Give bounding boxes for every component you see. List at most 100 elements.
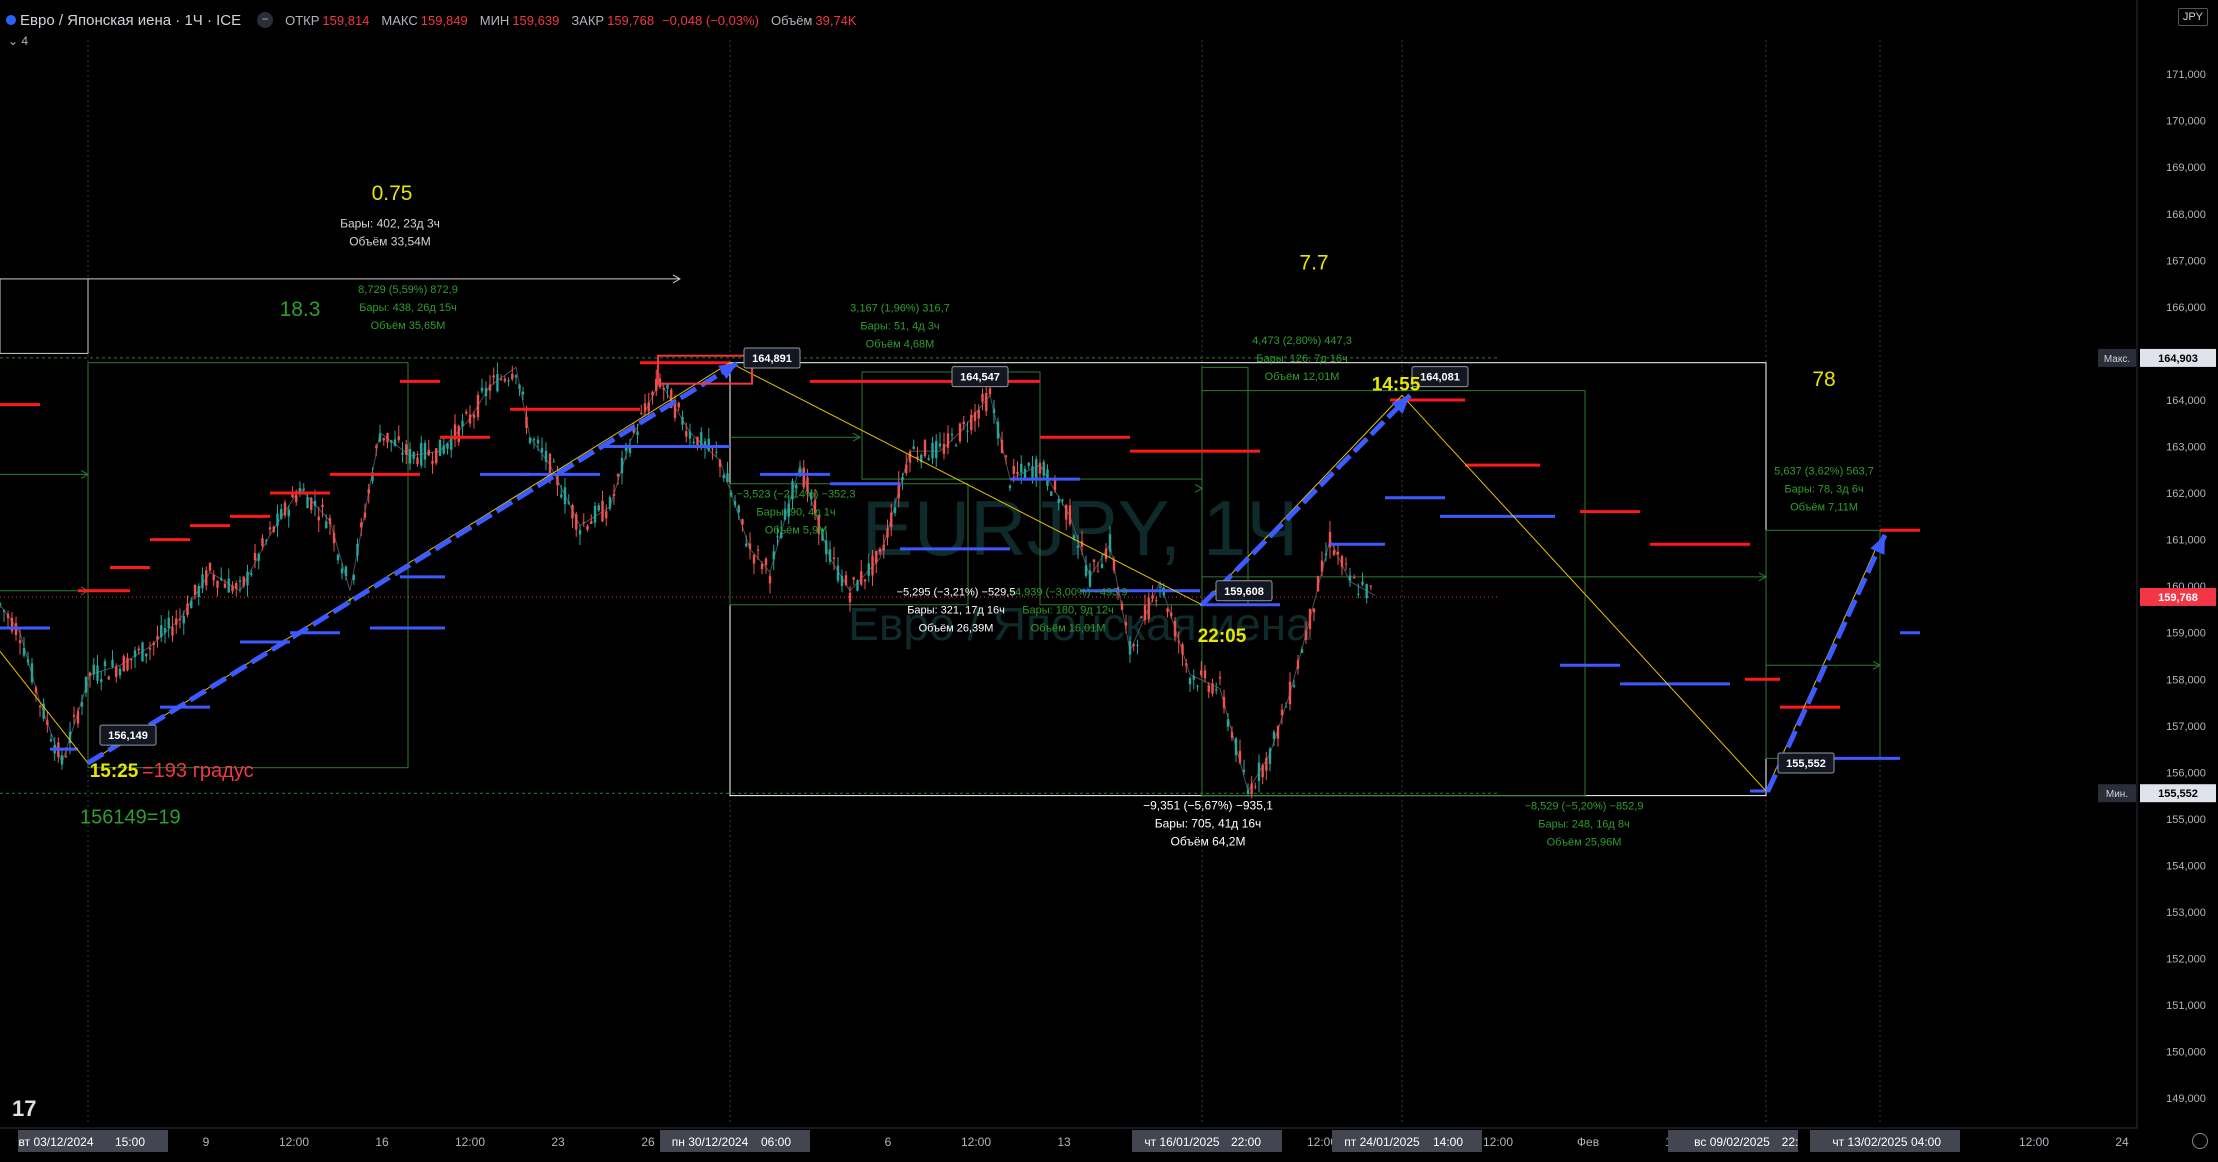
candle-body bbox=[148, 648, 152, 650]
candle-body bbox=[1348, 575, 1352, 581]
candle-body bbox=[931, 442, 934, 459]
time-label: пн 30/12/2024 bbox=[672, 1135, 749, 1149]
time-label: 04:00 bbox=[1911, 1135, 1941, 1149]
candle-body bbox=[817, 515, 820, 535]
candle-body bbox=[905, 464, 908, 474]
candle-body bbox=[612, 493, 616, 496]
time-label: вт 03/12/2024 bbox=[19, 1135, 94, 1149]
annotations: 164,891 164,547 156,149 159,608 164,081 155,5… bbox=[80, 182, 1874, 849]
candle-body bbox=[310, 497, 313, 510]
candle-body bbox=[1316, 576, 1320, 592]
candle-body bbox=[518, 384, 521, 389]
candle-body bbox=[1084, 565, 1088, 576]
candle-body bbox=[438, 439, 442, 456]
range-stats-a: Бары: 438, 26д 15ч bbox=[359, 302, 457, 314]
candle-body bbox=[1188, 678, 1192, 685]
candle-body bbox=[0, 603, 2, 605]
candle-body bbox=[718, 459, 722, 467]
candle-body bbox=[1328, 531, 1332, 548]
candle-body bbox=[84, 676, 88, 693]
candle-body bbox=[1340, 556, 1344, 567]
candle-body bbox=[216, 580, 219, 588]
candle-body bbox=[76, 711, 80, 724]
candle-body bbox=[340, 568, 344, 574]
candle-body bbox=[1226, 719, 1230, 727]
price-label: 164,891 bbox=[752, 353, 792, 365]
candle-body bbox=[1215, 689, 1218, 691]
settings-icon[interactable] bbox=[2192, 1133, 2208, 1149]
range-stats-b: 3,167 (1,96%) 316,7 bbox=[850, 303, 950, 315]
candle-body bbox=[601, 500, 604, 522]
y-tick-label: 166,000 bbox=[2166, 302, 2206, 314]
candle-body bbox=[1088, 570, 1092, 587]
range-box-left bbox=[0, 278, 89, 354]
candle-body bbox=[970, 414, 973, 431]
candle-body bbox=[1284, 706, 1288, 708]
candle-body bbox=[302, 488, 305, 491]
candle-body bbox=[231, 585, 234, 592]
range-stats-h: −8,529 (−5,20%) −852,9 bbox=[1525, 801, 1644, 813]
change-value: −0,048 (−0,03%) bbox=[662, 12, 759, 28]
candle-body bbox=[46, 720, 49, 725]
tradingview-logo-icon[interactable]: 17 bbox=[12, 1096, 37, 1121]
price-label-box bbox=[1777, 752, 1835, 774]
open-label: ОТКР bbox=[285, 12, 320, 28]
symbol-title[interactable]: Евро / Японская иена · 1Ч · ICE bbox=[20, 11, 242, 29]
candle-body bbox=[825, 540, 828, 555]
candle-body bbox=[973, 412, 977, 422]
candle-body bbox=[616, 474, 620, 477]
candle-body bbox=[49, 739, 53, 742]
candle-body bbox=[593, 505, 597, 523]
candle-body bbox=[1365, 584, 1368, 599]
range-stats-b: Объём 4,68M bbox=[866, 339, 935, 351]
range-stats-d: Бары: 321, 17д 16ч bbox=[907, 604, 1005, 616]
collapse-button[interactable]: − bbox=[257, 12, 274, 28]
y-tick-label: 152,000 bbox=[2166, 954, 2206, 966]
y-tick-label: 153,000 bbox=[2166, 907, 2206, 919]
candle-body bbox=[886, 528, 889, 538]
candle-body bbox=[651, 391, 654, 396]
candle-body bbox=[507, 380, 510, 382]
candle-body bbox=[2, 610, 6, 612]
candle-body bbox=[1361, 581, 1364, 585]
max-price-tag-bg bbox=[2140, 348, 2216, 367]
time-label: 15:00 bbox=[115, 1135, 145, 1149]
x-tick-label: 9 bbox=[203, 1135, 210, 1149]
candle-body bbox=[344, 566, 348, 577]
candle-body bbox=[532, 439, 536, 441]
indicator-counter[interactable]: ⌄ 4 bbox=[8, 34, 29, 48]
y-tick-label: 167,000 bbox=[2166, 255, 2206, 267]
y-tick-label: 170,000 bbox=[2166, 116, 2206, 128]
range-stats-a: 8,729 (5,59%) 872,9 bbox=[358, 284, 458, 296]
candle-body bbox=[597, 505, 600, 511]
range-stats-e: −4,939 (−3,00%) −493,9 bbox=[1009, 586, 1128, 598]
candle-body bbox=[1147, 597, 1150, 620]
currency-button[interactable]: JPY bbox=[2177, 8, 2208, 26]
candle-body bbox=[1276, 726, 1280, 739]
candle-body bbox=[378, 433, 382, 442]
candle-body bbox=[1057, 499, 1060, 504]
candle-body bbox=[1192, 675, 1195, 680]
candle-body bbox=[666, 384, 669, 389]
candle-body bbox=[107, 676, 110, 680]
candle-body bbox=[950, 433, 954, 436]
time-label: 22:00 bbox=[1231, 1135, 1261, 1149]
candle-body bbox=[235, 583, 238, 589]
x-tick-label: 6 bbox=[885, 1135, 892, 1149]
grid-lines bbox=[0, 40, 1881, 1125]
candle-body bbox=[238, 580, 242, 582]
candle-body bbox=[268, 527, 272, 530]
max-price-tag: 164,903 bbox=[2158, 353, 2198, 365]
current-price-tag: 159,768 bbox=[2158, 592, 2198, 604]
time-axis[interactable]: 9 12:00 16 12:00 23 26 6 12:00 13 12:00 12:00 Фев 12… bbox=[0, 1127, 2218, 1162]
candle-body bbox=[22, 647, 26, 656]
x-tick-label: 12:00 bbox=[1307, 1135, 1337, 1149]
price-axis[interactable]: 171,000 170,000 169,000 168,000 167,000 166,0… bbox=[2098, 0, 2218, 1130]
candle-body bbox=[1038, 462, 1042, 474]
open-value: 159,814 bbox=[322, 12, 370, 28]
candle-body bbox=[1128, 640, 1132, 655]
candle-body bbox=[476, 395, 480, 418]
arrow-head-icon bbox=[672, 274, 682, 284]
currency-flag-icon bbox=[6, 15, 16, 25]
